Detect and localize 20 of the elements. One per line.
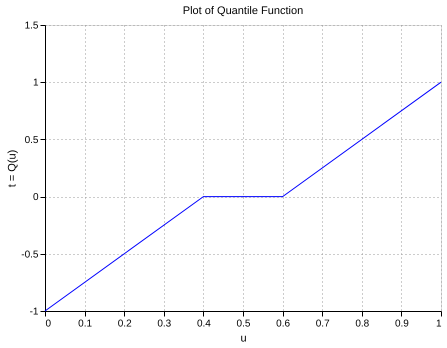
y-tick-label: 1 (32, 78, 39, 89)
x-tick-label: 0.1 (78, 318, 92, 330)
x-tick-label: 0 (46, 318, 52, 330)
x-tick-label: 0.4 (196, 318, 212, 330)
y-tick-label: 0 (32, 192, 39, 204)
x-tick-label: 0.5 (236, 318, 251, 330)
x-tick-label: 0.3 (157, 318, 172, 330)
x-tick-label: 1 (436, 318, 442, 330)
y-axis-title: t = Q(u) (6, 150, 18, 188)
x-tick-label: 0.2 (118, 318, 132, 330)
chart-title: Plot of Quantile Function (182, 5, 304, 17)
x-tick-label: 0.6 (276, 318, 290, 330)
y-tick-label: -0.5 (21, 249, 39, 260)
x-tick-label: 0.8 (355, 318, 370, 330)
y-tick-label: -1 (30, 306, 39, 318)
x-tick-label: 0.7 (316, 318, 330, 330)
x-tick-label: 0.9 (394, 318, 410, 330)
x-axis-title: u (240, 332, 247, 344)
y-tick-label: 0.5 (24, 134, 39, 146)
y-tick-label: 1.5 (24, 20, 39, 32)
